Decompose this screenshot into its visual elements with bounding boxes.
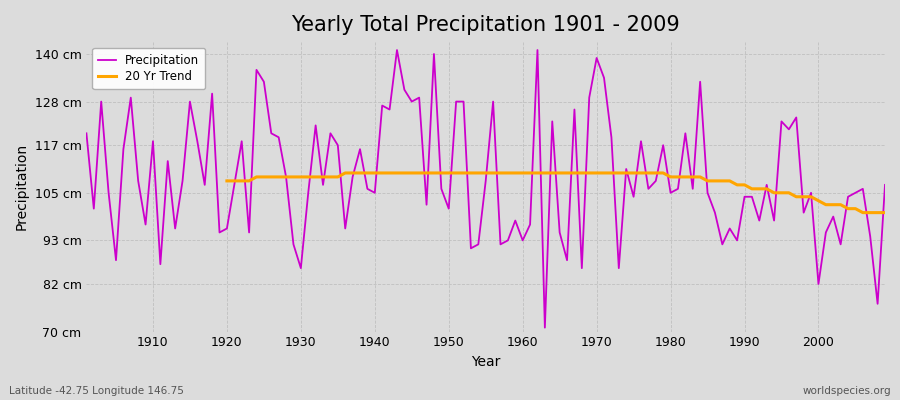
Precipitation — [518, 238, 528, 243]
Precipitation — [525, 222, 535, 227]
20 Yr Trend — [865, 210, 876, 215]
20 Yr Trend — [688, 174, 698, 179]
X-axis label: Year: Year — [471, 355, 500, 369]
Title: Yearly Total Precipitation 1901 - 2009: Yearly Total Precipitation 1901 - 2009 — [292, 15, 680, 35]
Line: 20 Yr Trend: 20 Yr Trend — [227, 173, 885, 213]
Text: Latitude -42.75 Longitude 146.75: Latitude -42.75 Longitude 146.75 — [9, 386, 184, 396]
Precipitation — [81, 131, 92, 136]
Precipitation — [879, 182, 890, 187]
20 Yr Trend — [791, 194, 802, 199]
Legend: Precipitation, 20 Yr Trend: Precipitation, 20 Yr Trend — [93, 48, 205, 89]
20 Yr Trend — [221, 178, 232, 183]
Precipitation — [621, 167, 632, 172]
20 Yr Trend — [428, 170, 439, 175]
Precipitation — [347, 174, 358, 179]
Precipitation — [539, 325, 550, 330]
20 Yr Trend — [858, 210, 868, 215]
20 Yr Trend — [879, 210, 890, 215]
Y-axis label: Precipitation: Precipitation — [15, 143, 29, 230]
20 Yr Trend — [776, 190, 787, 195]
Line: Precipitation: Precipitation — [86, 50, 885, 328]
Precipitation — [302, 190, 313, 195]
20 Yr Trend — [340, 170, 351, 175]
Text: worldspecies.org: worldspecies.org — [803, 386, 891, 396]
20 Yr Trend — [310, 174, 321, 179]
Precipitation — [140, 222, 151, 227]
Precipitation — [392, 48, 402, 52]
